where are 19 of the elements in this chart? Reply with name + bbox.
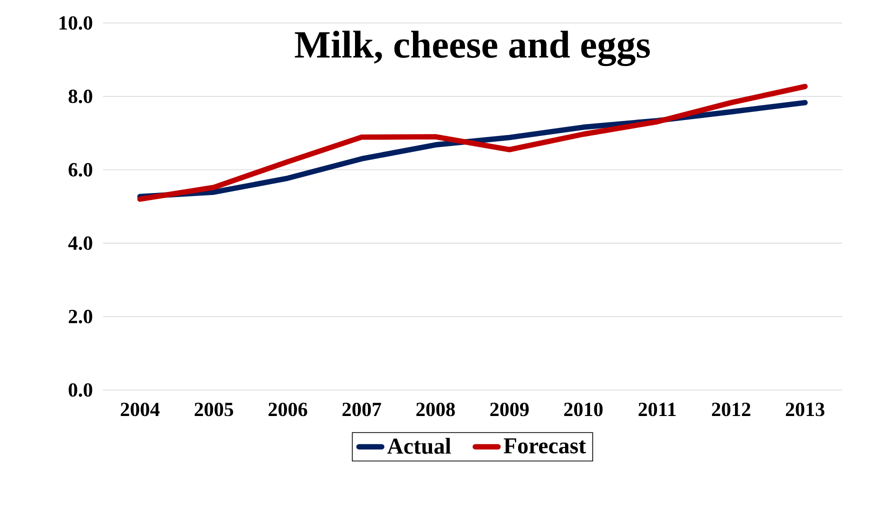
x-tick-label: 2010: [564, 402, 603, 416]
x-tick-label: 2004: [120, 402, 160, 416]
x-tick-label: 2009: [490, 402, 529, 416]
x-tick-label: 2007: [342, 402, 382, 416]
x-tick-label: 2008: [416, 402, 455, 416]
y-tick-label: 0.0: [68, 383, 92, 397]
x-tick-label: 2006: [268, 402, 308, 416]
chart-title: Milk, cheese and eggs: [294, 30, 650, 66]
legend-label: Forecast: [504, 438, 586, 454]
x-tick-label: 2012: [712, 402, 750, 416]
x-tick-label: 2011: [638, 402, 676, 416]
y-tick-label: 4.0: [68, 236, 92, 250]
legend-label: Actual: [387, 438, 451, 454]
y-tick-label: 2.0: [68, 310, 92, 324]
y-tick-label: 6.0: [68, 163, 92, 177]
x-tick-label: 2005: [194, 402, 234, 416]
y-tick-label: 10.0: [60, 16, 92, 30]
y-tick-label: 8.0: [68, 90, 92, 104]
x-tick-label: 2013: [786, 402, 824, 416]
